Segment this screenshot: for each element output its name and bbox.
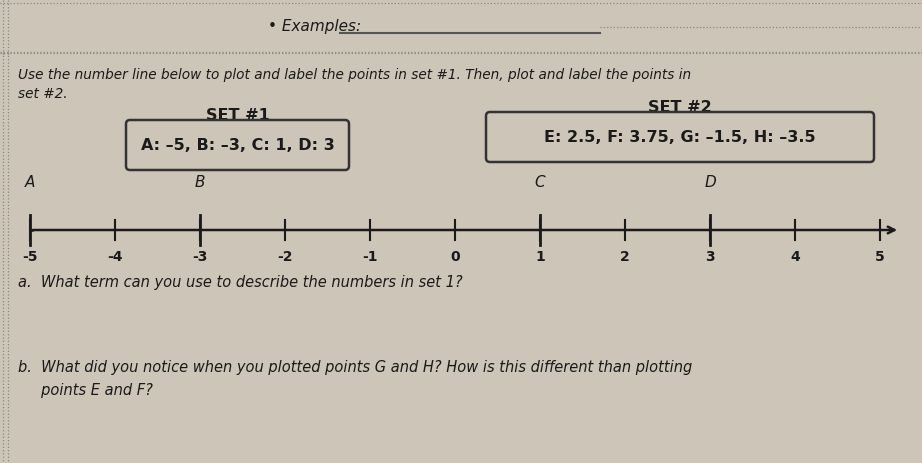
Text: b.  What did you notice when you plotted points G and H? How is this different t: b. What did you notice when you plotted …	[18, 360, 692, 375]
Text: 5: 5	[875, 250, 885, 264]
Text: -4: -4	[107, 250, 123, 264]
Text: 1: 1	[535, 250, 545, 264]
Text: -3: -3	[193, 250, 207, 264]
Text: 3: 3	[705, 250, 715, 264]
Text: SET #2: SET #2	[648, 100, 712, 115]
Text: 4: 4	[790, 250, 800, 264]
Text: set #2.: set #2.	[18, 87, 67, 101]
Text: a.  What term can you use to describe the numbers in set 1?: a. What term can you use to describe the…	[18, 275, 463, 290]
Text: 2: 2	[621, 250, 630, 264]
Text: -1: -1	[362, 250, 378, 264]
Text: 0: 0	[450, 250, 460, 264]
Text: C: C	[535, 175, 545, 190]
Text: • Examples:: • Examples:	[268, 19, 361, 35]
Text: Use the number line below to plot and label the points in set #1. Then, plot and: Use the number line below to plot and la…	[18, 68, 692, 82]
Text: -2: -2	[278, 250, 293, 264]
Text: B: B	[195, 175, 206, 190]
Text: E: 2.5, F: 3.75, G: –1.5, H: –3.5: E: 2.5, F: 3.75, G: –1.5, H: –3.5	[544, 130, 816, 144]
Text: A: A	[25, 175, 35, 190]
Text: -5: -5	[22, 250, 38, 264]
Text: points E and F?: points E and F?	[18, 383, 153, 398]
Text: SET #1: SET #1	[207, 108, 270, 123]
Text: A: –5, B: –3, C: 1, D: 3: A: –5, B: –3, C: 1, D: 3	[141, 138, 335, 152]
Text: D: D	[704, 175, 715, 190]
